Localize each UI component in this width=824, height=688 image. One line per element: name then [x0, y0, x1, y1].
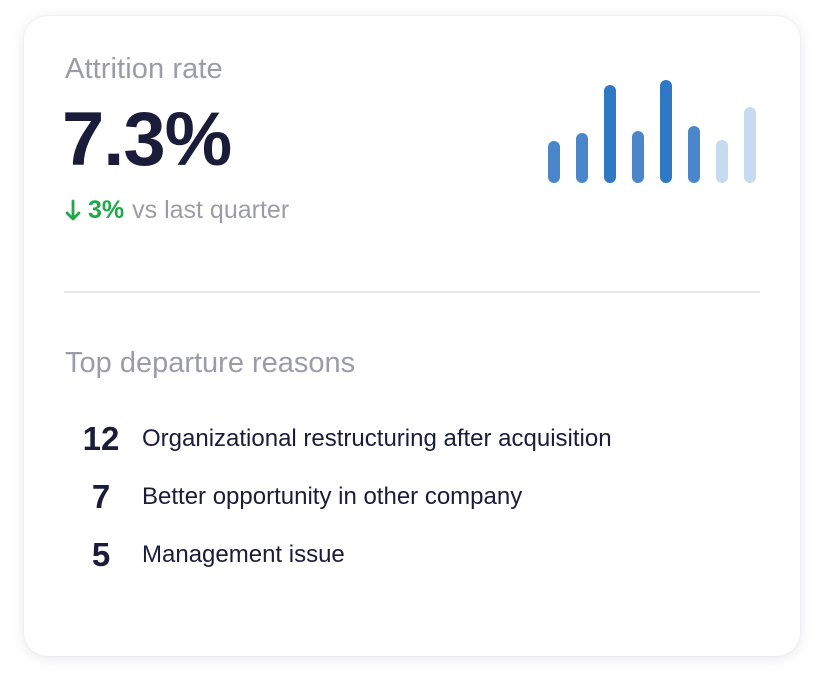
sparkline-bar — [716, 140, 728, 183]
sparkline-bar — [744, 107, 756, 183]
metric-delta: 3% vs last quarter — [64, 196, 289, 225]
attrition-sparkline-chart — [548, 80, 756, 183]
list-item: 12 Organizational restructuring after ac… — [60, 410, 612, 468]
reason-label: Organizational restructuring after acqui… — [142, 425, 612, 452]
section-divider — [64, 291, 760, 293]
section-title: Top departure reasons — [65, 347, 356, 379]
reason-label: Management issue — [142, 541, 345, 568]
reason-count: 5 — [91, 536, 111, 573]
reason-label: Better opportunity in other company — [142, 483, 523, 510]
arrow-down-icon — [65, 199, 81, 220]
sparkline-bar — [660, 80, 672, 183]
metric-value: 7.3% — [62, 97, 232, 182]
reason-count: 7 — [91, 478, 111, 515]
sparkline-bar — [632, 131, 644, 183]
list-item: 5 Management issue — [60, 526, 612, 584]
delta-text: vs last quarter — [132, 196, 290, 224]
metric-label: Attrition rate — [65, 53, 223, 85]
sparkline-bar — [576, 133, 588, 183]
sparkline-bar — [548, 141, 560, 183]
sparkline-bar — [688, 126, 700, 183]
attrition-card: Attrition rate 7.3% 3% vs last quarter T… — [24, 16, 800, 656]
delta-value: 3% — [88, 196, 125, 224]
sparkline-bar — [604, 85, 616, 183]
list-item: 7 Better opportunity in other company — [60, 468, 612, 526]
reason-count: 12 — [82, 420, 120, 457]
reasons-list: 12 Organizational restructuring after ac… — [60, 410, 612, 584]
